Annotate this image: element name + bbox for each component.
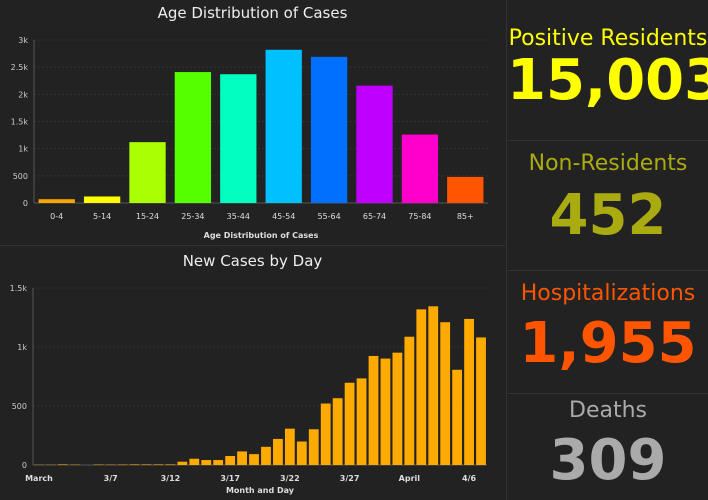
x-axis-title: Month and Day [226,486,295,495]
bar [464,318,474,465]
x-tick-label: 3/17 [220,474,240,483]
bar [249,454,259,465]
bar [344,382,355,465]
bar [284,428,295,465]
x-tick-label: 55-64 [317,212,340,221]
y-tick-label: 500 [13,172,28,181]
non-residents-card: Non-Residents 452 [507,141,708,271]
new-cases-chart: 0 500 1k 1.5k March 3/7 3/12 3/17 3/22 3/27 April 4… [10,284,487,495]
card-label: Hospitalizations [520,281,696,306]
bar [428,306,439,465]
bar [83,196,121,203]
bar [310,56,348,203]
chart-title: New Cases by Day [182,252,323,270]
bar [57,464,68,465]
y-tick-label: 2.5k [11,63,29,72]
y-tick-label: 500 [12,402,27,411]
x-tick-label: 3/27 [340,474,360,483]
card-label: Deaths [569,398,647,423]
x-tick-label: 0-4 [50,212,63,221]
x-tick-label: March [25,474,53,483]
bar [308,429,319,465]
bar [368,355,379,465]
x-tick-label: 75-84 [408,212,431,221]
y-tick-label: 1.5k [11,118,29,127]
bar [265,49,302,203]
charts-area: Age Distribution of Cases 0 500 1k 1.5k 2k 2.… [0,0,505,500]
positive-residents-card: Positive Residents 15,003 [507,0,708,141]
x-tick-label: 65-74 [363,212,386,221]
x-tick-label: 5-14 [93,212,111,221]
bar [129,142,166,203]
y-tick-label: 0 [22,461,27,470]
bar [392,352,403,465]
x-axis-title: Age Distribution of Cases [204,231,319,240]
bar [220,74,257,203]
bar [141,464,152,465]
x-tick-label: 3/7 [104,474,118,483]
card-value: 15,003 [507,48,708,113]
x-tick-label: 25-34 [181,212,204,221]
age-distribution-chart: 0 500 1k 1.5k 2k 2.5k 3k 0-4 5-14 15-24 25-34 35-44… [11,36,488,240]
bar [296,441,307,465]
bar [401,134,439,203]
deaths-card: Deaths 309 [507,394,708,500]
x-tick-label: April [399,474,421,483]
bar [237,451,247,465]
card-value: 452 [549,183,667,248]
age-distribution-panel: Age Distribution of Cases 0 500 1k 1.5k 2k 2.… [0,0,505,246]
bar [440,322,451,465]
y-tick-label: 3k [18,36,28,45]
y-tick-label: 1.5k [10,284,28,293]
bar [332,398,343,465]
new-cases-panel: New Cases by Day 0 500 1k 1.5k March 3/7 3/12 3… [0,247,505,500]
x-tick-label: 35-44 [227,212,250,221]
bar [189,458,200,465]
bar [174,72,212,203]
y-tick-label: 0 [23,199,28,208]
card-label: Positive Residents [508,26,708,51]
bar [201,460,212,465]
bar [447,176,484,203]
bar [356,378,367,465]
bar [261,446,271,465]
bar [416,309,427,465]
card-label: Non-Residents [528,151,688,176]
card-value: 309 [549,428,667,493]
stats-column: Positive Residents 15,003 Non-Residents … [506,0,708,500]
card-value: 1,955 [519,311,697,376]
hospitalizations-card: Hospitalizations 1,955 [507,271,708,394]
bar [38,199,75,203]
x-tick-label: 4/6 [462,474,476,483]
x-tick-label: 45-54 [272,212,295,221]
bar [452,369,463,465]
bar [165,464,176,465]
x-tick-label: 3/22 [280,474,300,483]
bar [380,358,391,465]
bar [476,337,486,465]
bar [129,464,140,465]
y-tick-label: 1k [17,343,27,352]
bar [404,336,415,465]
x-tick-label: 3/12 [161,474,181,483]
chart-title: Age Distribution of Cases [157,4,348,22]
bar [177,461,188,465]
x-tick-label: 15-24 [136,212,159,221]
y-tick-label: 2k [18,90,28,99]
y-tick-label: 1k [18,145,28,154]
bar [153,464,164,465]
bar [356,85,393,203]
x-tick-label: 85+ [457,212,474,221]
bar [320,403,331,465]
bar [273,438,283,465]
bar [225,456,236,465]
bar [213,460,224,465]
